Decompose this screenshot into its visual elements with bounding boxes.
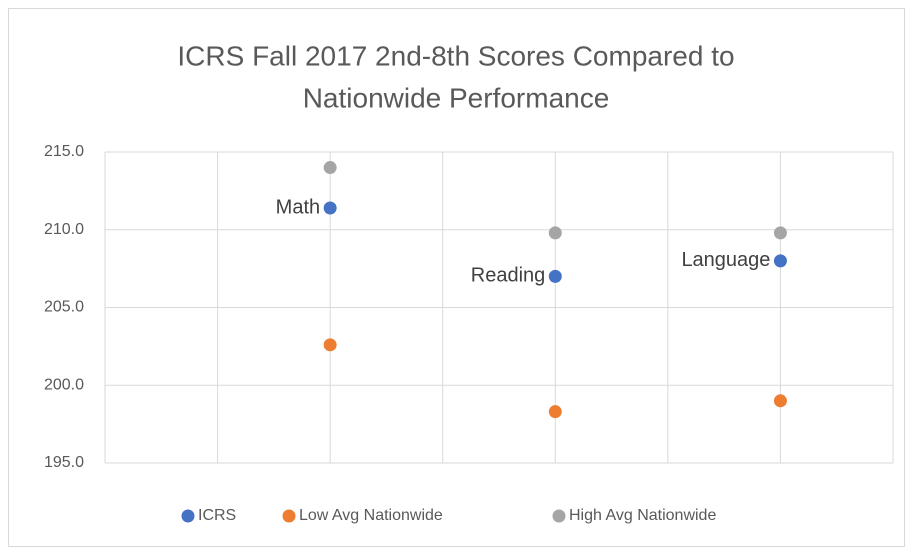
legend-label: Low Avg Nationwide bbox=[299, 507, 443, 524]
point bbox=[773, 394, 787, 408]
point bbox=[548, 405, 562, 419]
legend-marker bbox=[282, 509, 296, 523]
point bbox=[773, 226, 787, 240]
legend-label: ICRS bbox=[198, 507, 236, 524]
point bbox=[323, 161, 337, 175]
point bbox=[773, 254, 787, 268]
point-label: Math bbox=[276, 196, 320, 218]
point-label: Language bbox=[681, 249, 770, 271]
chart-border bbox=[8, 8, 905, 547]
legend-label: High Avg Nationwide bbox=[569, 507, 716, 524]
legend-marker bbox=[552, 509, 566, 523]
point-label: Reading bbox=[471, 265, 546, 287]
y-tick-label: 215.0 bbox=[44, 143, 84, 160]
chart-title: ICRS Fall 2017 2nd-8th Scores Compared t… bbox=[177, 40, 734, 71]
point bbox=[323, 338, 337, 352]
y-tick-label: 200.0 bbox=[44, 376, 84, 393]
point bbox=[548, 226, 562, 240]
legend-marker bbox=[181, 509, 195, 523]
point bbox=[323, 201, 337, 215]
chart-title: Nationwide Performance bbox=[303, 82, 610, 113]
y-tick-label: 210.0 bbox=[44, 221, 84, 238]
y-tick-label: 195.0 bbox=[44, 454, 84, 471]
y-tick-label: 205.0 bbox=[44, 299, 84, 316]
point bbox=[548, 269, 562, 283]
